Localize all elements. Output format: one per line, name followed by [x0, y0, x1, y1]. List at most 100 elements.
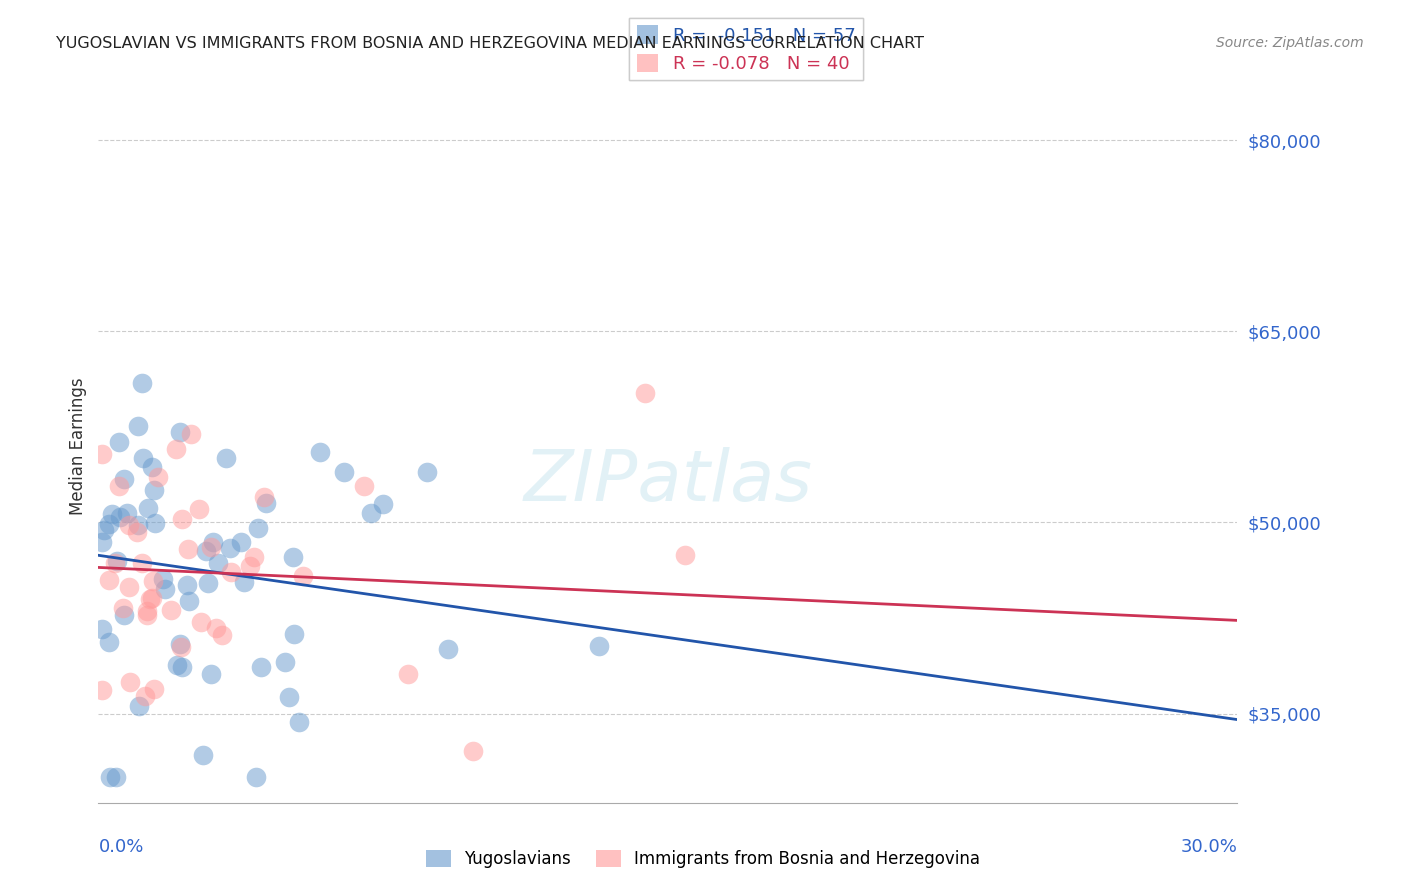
Text: 30.0%: 30.0%: [1181, 838, 1237, 856]
Point: [332, 465, 354, 479]
Point: [180, 427, 202, 442]
Point: [127, 418, 149, 433]
Point: [141, 459, 163, 474]
Point: [371, 497, 394, 511]
Point: [233, 575, 256, 590]
Point: [176, 578, 198, 592]
Point: [588, 639, 610, 653]
Point: [177, 593, 200, 607]
Point: [135, 604, 157, 618]
Point: [274, 655, 297, 669]
Legend: R =  -0.151   N = 57, R = -0.078   N = 40: R = -0.151 N = 57, R = -0.078 N = 40: [630, 18, 863, 80]
Point: [160, 603, 183, 617]
Point: [283, 627, 305, 641]
Point: [211, 628, 233, 642]
Point: [146, 469, 169, 483]
Point: [101, 507, 124, 521]
Point: [634, 385, 657, 400]
Point: [139, 591, 162, 606]
Point: [91, 622, 114, 636]
Point: [200, 666, 222, 681]
Point: [170, 640, 193, 654]
Point: [245, 770, 267, 784]
Point: [170, 512, 193, 526]
Point: [125, 525, 148, 540]
Point: [416, 466, 439, 480]
Point: [436, 642, 458, 657]
Point: [288, 715, 311, 730]
Point: [283, 549, 305, 564]
Point: [153, 582, 176, 596]
Point: [172, 660, 194, 674]
Point: [107, 479, 129, 493]
Text: ZIPatlas: ZIPatlas: [523, 447, 813, 516]
Point: [108, 510, 131, 524]
Point: [169, 425, 191, 440]
Point: [118, 518, 141, 533]
Point: [177, 542, 200, 557]
Point: [118, 580, 141, 594]
Point: [112, 600, 135, 615]
Point: [239, 558, 262, 573]
Point: [242, 549, 264, 564]
Point: [219, 541, 242, 555]
Point: [98, 573, 121, 587]
Point: [91, 534, 114, 549]
Point: [143, 516, 166, 530]
Point: [112, 472, 135, 486]
Point: [118, 675, 141, 690]
Point: [207, 556, 229, 570]
Point: [205, 621, 228, 635]
Point: [98, 635, 121, 649]
Point: [219, 565, 242, 579]
Y-axis label: Median Earnings: Median Earnings: [69, 377, 87, 515]
Point: [215, 451, 238, 466]
Point: [105, 554, 128, 568]
Text: YUGOSLAVIAN VS IMMIGRANTS FROM BOSNIA AND HERZEGOVINA MEDIAN EARNINGS CORRELATIO: YUGOSLAVIAN VS IMMIGRANTS FROM BOSNIA AN…: [56, 36, 924, 51]
Point: [152, 572, 174, 586]
Point: [187, 502, 209, 516]
Point: [396, 667, 419, 681]
Point: [143, 682, 166, 697]
Point: [134, 690, 156, 704]
Point: [91, 447, 114, 461]
Point: [135, 607, 157, 622]
Point: [253, 491, 276, 505]
Point: [97, 516, 120, 531]
Point: [128, 699, 150, 714]
Point: [104, 770, 127, 784]
Point: [98, 770, 121, 784]
Point: [250, 659, 273, 673]
Point: [201, 535, 224, 549]
Point: [142, 574, 165, 589]
Legend: Yugoslavians, Immigrants from Bosnia and Herzegovina: Yugoslavians, Immigrants from Bosnia and…: [419, 843, 987, 875]
Point: [131, 556, 153, 570]
Point: [91, 683, 114, 698]
Point: [142, 483, 165, 498]
Point: [247, 521, 270, 535]
Point: [108, 435, 131, 450]
Point: [278, 690, 301, 704]
Point: [195, 544, 218, 558]
Point: [132, 451, 155, 466]
Point: [166, 657, 188, 672]
Point: [127, 518, 149, 533]
Point: [308, 445, 330, 459]
Point: [131, 376, 153, 390]
Point: [231, 535, 253, 549]
Point: [136, 501, 159, 516]
Point: [197, 575, 219, 590]
Point: [360, 506, 382, 520]
Point: [112, 607, 135, 622]
Point: [191, 747, 214, 762]
Text: Source: ZipAtlas.com: Source: ZipAtlas.com: [1216, 36, 1364, 50]
Point: [200, 540, 222, 554]
Point: [141, 591, 163, 605]
Point: [190, 615, 212, 629]
Point: [165, 442, 187, 457]
Point: [673, 548, 696, 562]
Text: 0.0%: 0.0%: [98, 838, 143, 856]
Point: [104, 557, 127, 571]
Point: [292, 568, 315, 582]
Point: [93, 523, 115, 537]
